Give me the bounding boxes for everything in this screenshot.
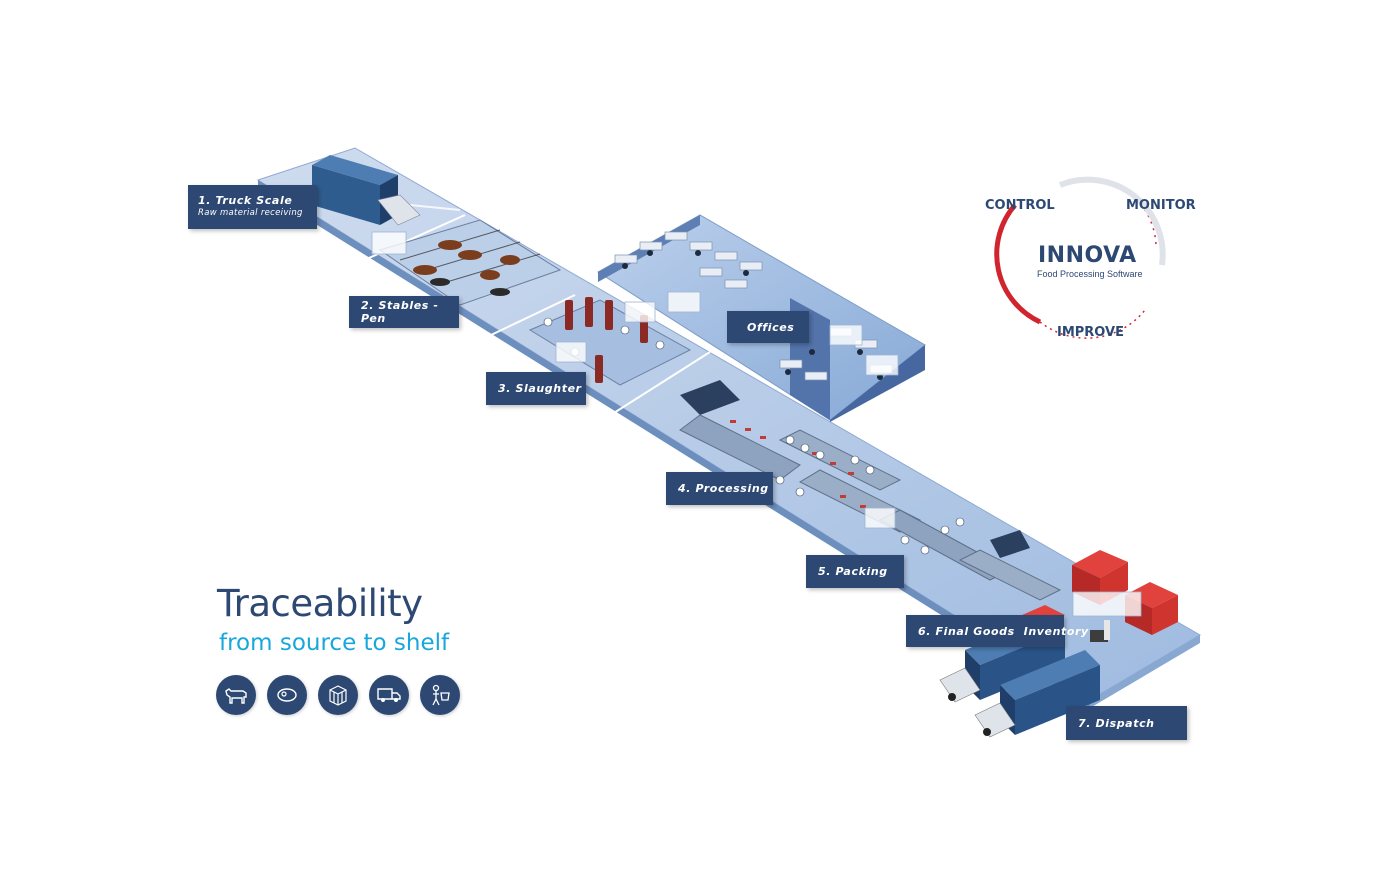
stage-stables-title: 2. Stables - Pen <box>361 299 439 325</box>
shopper-icon <box>420 675 460 715</box>
stage-slaughter-title: 3. Slaughter <box>498 382 582 395</box>
stage-truck-scale-label: 1. Truck Scale Raw material receiving <box>188 185 317 229</box>
meat-cut-icon <box>267 675 307 715</box>
stage-processing-title: 4. Processing <box>678 482 769 495</box>
pallet-icon <box>318 675 358 715</box>
brand-logo-text: INNOVA <box>1038 243 1137 268</box>
cycle-ring <box>994 176 1166 339</box>
cycle-improve-label: IMPROVE <box>1057 325 1124 340</box>
cow-icon <box>216 675 256 715</box>
stage-truck-scale-subtitle: Raw material receiving <box>198 208 303 218</box>
delivery-truck-icon <box>369 675 409 715</box>
stage-packing-title: 5. Packing <box>818 565 888 578</box>
stables-pen <box>378 219 562 306</box>
brand-tagline: Food Processing Software <box>1037 269 1143 279</box>
data-panels <box>371 231 1142 617</box>
stage-offices-label: Offices <box>727 311 809 343</box>
stage-slaughter-label: 3. Slaughter <box>486 372 586 405</box>
stage-final-goods-title: 6. Final Goods Inventory <box>918 624 1089 638</box>
stage-packing-label: 5. Packing <box>806 555 904 588</box>
headline-subtitle: from source to shelf <box>219 630 450 656</box>
packing-line <box>878 509 1062 601</box>
stage-final-goods-label: 6. Final Goods Inventory <box>906 615 1089 647</box>
receiving-truck <box>312 155 421 226</box>
stage-dispatch-title: 7. Dispatch <box>1078 716 1155 730</box>
data-streaks <box>299 120 1191 560</box>
cycle-monitor-label: MONITOR <box>1126 198 1196 213</box>
stage-offices-title: Offices <box>747 320 795 334</box>
stage-dispatch-label: 7. Dispatch <box>1066 706 1187 740</box>
headline-title: Traceability <box>217 582 423 625</box>
cycle-control-label: CONTROL <box>985 198 1055 213</box>
stage-processing-label: 4. Processing <box>666 472 773 505</box>
stage-stables-label: 2. Stables - Pen <box>349 296 459 328</box>
stage-truck-scale-title: 1. Truck Scale <box>198 194 293 207</box>
